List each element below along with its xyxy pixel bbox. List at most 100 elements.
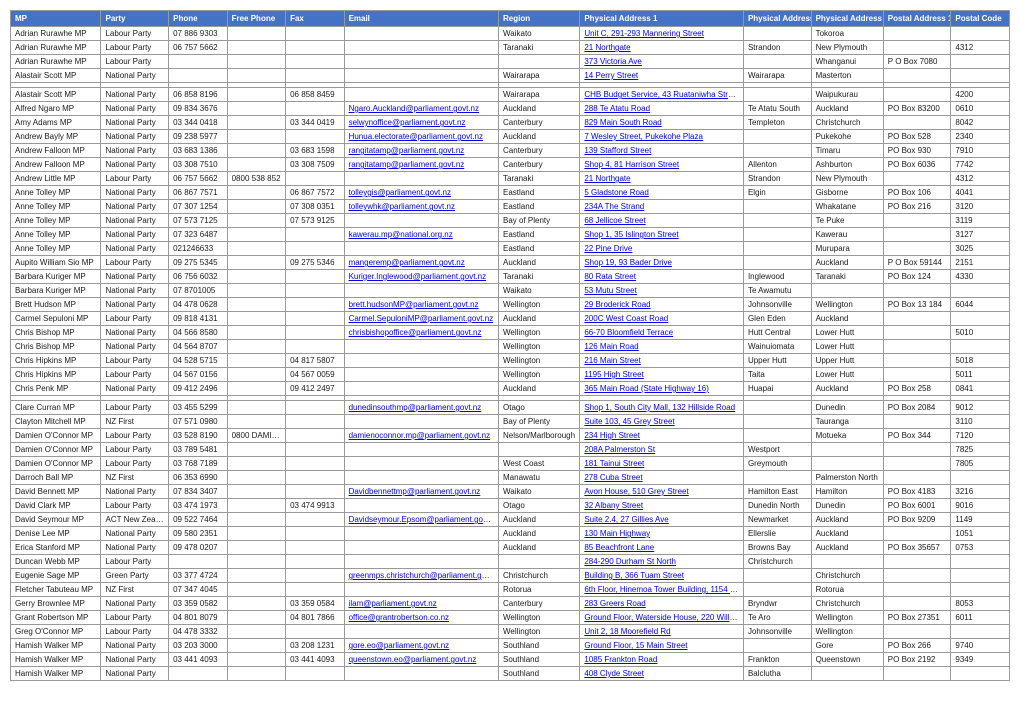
cell: Eastland [499,186,580,200]
address-link[interactable]: Ground Floor, Waterside House, 220 Willi… [584,613,743,622]
address-link[interactable]: Building B, 366 Tuam Street [584,571,684,580]
cell [344,527,498,541]
email-link[interactable]: kawerau.mp@national.org.nz [349,230,453,239]
email-link[interactable]: damienoconnor.mp@parliament.govt.nz [349,431,491,440]
cell [227,625,285,639]
address-link[interactable]: Unit C, 291-293 Mannering Street [584,29,704,38]
address-link[interactable]: 21 Northgate [584,174,630,183]
email-link[interactable]: rangitatamp@parliament.govt.nz [349,160,465,169]
address-link[interactable]: 21 Northgate [584,43,630,52]
cell [811,457,883,471]
address-link[interactable]: 22 Pine Drive [584,244,632,253]
address-link[interactable]: 130 Main Highway [584,529,650,538]
cell: 0610 [951,102,1010,116]
cell: Motueka [811,429,883,443]
cell [883,172,951,186]
cell: Christchurch [811,569,883,583]
address-link[interactable]: 80 Rata Street [584,272,636,281]
address-link[interactable]: 68 Jellicoe Street [584,216,645,225]
address-link[interactable]: 85 Beachfront Lane [584,543,654,552]
address-link[interactable]: 32 Albany Street [584,501,643,510]
cell: National Party [101,340,169,354]
cell: 0841 [951,382,1010,396]
email-link[interactable]: selwynoffice@parliament.govt.nz [349,118,466,127]
address-link[interactable]: 1195 High Street [584,370,643,379]
cell: Strandon [743,172,811,186]
email-link[interactable]: gore.eo@parliament.govt.nz [349,641,450,650]
address-link[interactable]: 1085 Frankton Road [584,655,657,664]
cell: Green Party [101,569,169,583]
address-link[interactable]: 373 Victoria Ave [584,57,642,66]
email-link[interactable]: tolleywhk@parliament.govt.nz [349,202,455,211]
address-link[interactable]: Suite 103, 45 Grey Street [584,417,674,426]
address-link[interactable]: 200C West Coast Road [584,314,668,323]
email-link[interactable]: office@grantrobertson.co.nz [349,613,449,622]
email-link[interactable]: Carmel.SepuloniMP@parliament.govt.nz [349,314,494,323]
address-link[interactable]: Shop 19, 93 Bader Drive [584,258,672,267]
cell [951,340,1010,354]
address-link[interactable]: 6th Floor, Hinemoa Tower Building, 1154 … [584,585,743,594]
address-link[interactable]: 284-290 Durham St North [584,557,676,566]
address-link[interactable]: 365 Main Road (State Highway 16) [584,384,709,393]
email-link[interactable]: Davidseymour.Epsom@parliament.govt.nz [349,515,499,524]
address-link[interactable]: 66-70 Bloomfield Terrace [584,328,673,337]
address-link[interactable]: 5 Gladstone Road [584,188,649,197]
table-row: Chris Bishop MPNational Party04 564 8707… [11,340,1010,354]
address-link[interactable]: 234 High Street [584,431,640,440]
cell [227,326,285,340]
address-link[interactable]: 126 Main Road [584,342,638,351]
email-link[interactable]: chrisbishopoffice@parliament.govt.nz [349,328,482,337]
cell [227,116,285,130]
cell [286,228,344,242]
address-link[interactable]: 139 Stafford Street [584,146,651,155]
cell: 09 412 2496 [169,382,227,396]
address-link[interactable]: 829 Main South Road [584,118,661,127]
address-link[interactable]: 278 Cuba Street [584,473,642,482]
cell [286,172,344,186]
cell: Labour Party [101,41,169,55]
email-link[interactable]: greenmps.christchurch@parliament.govt.nz [349,571,499,580]
email-link[interactable]: mangeremp@parliament.govt.nz [349,258,465,267]
address-link[interactable]: Shop 1, South City Mall, 132 Hillside Ro… [584,403,735,412]
cell [811,284,883,298]
address-link[interactable]: Unit 2, 18 Moorefield Rd [584,627,670,636]
cell: Labour Party [101,457,169,471]
address-link[interactable]: 29 Broderick Road [584,300,650,309]
email-link[interactable]: tolleygis@parliament.govt.nz [349,188,451,197]
cell [811,667,883,681]
cell: Avon House, 510 Grey Street [580,485,744,499]
cell: NZ First [101,415,169,429]
table-row: Chris Penk MPNational Party09 412 249609… [11,382,1010,396]
email-link[interactable]: dunedinsouthmp@parliament.govt.nz [349,403,482,412]
address-link[interactable]: 288 Te Atatu Road [584,104,650,113]
email-link[interactable]: Davidbennettmp@parliament.govt.nz [349,487,481,496]
email-link[interactable]: brett.hudsonMP@parliament.govt.nz [349,300,479,309]
address-link[interactable]: 7 Wesley Street, Pukekohe Plaza [584,132,703,141]
address-link[interactable]: Suite 2.4, 27 Gillies Ave [584,515,668,524]
address-link[interactable]: 234A The Strand [584,202,644,211]
address-link[interactable]: Shop 4, 81 Harrison Street [584,160,679,169]
email-link[interactable]: rangitatamp@parliament.govt.nz [349,146,465,155]
address-link[interactable]: 408 Clyde Street [584,669,644,678]
cell: ACT New Zealand [101,513,169,527]
email-link[interactable]: Kuriger.Inglewood@parliament.govt.nz [349,272,487,281]
email-link[interactable]: queenstown.eo@parliament.govt.nz [349,655,477,664]
address-link[interactable]: 208A Palmerston St [584,445,655,454]
address-link[interactable]: 216 Main Street [584,356,640,365]
cell: 7825 [951,443,1010,457]
email-link[interactable]: Ngaro.Auckland@parliament.govt.nz [349,104,479,113]
email-link[interactable]: ilam@parliament.govt.nz [349,599,437,608]
cell [227,382,285,396]
email-link[interactable]: Hunua.electorate@parliament.govt.nz [349,132,483,141]
address-link[interactable]: CHB Budget Service, 43 Ruataniwha Street [584,90,739,99]
address-link[interactable]: 283 Greers Road [584,599,645,608]
address-link[interactable]: Shop 1, 35 Islington Street [584,230,678,239]
address-link[interactable]: 181 Tainui Street [584,459,644,468]
address-link[interactable]: Avon House, 510 Grey Street [584,487,688,496]
address-link[interactable]: Ground Floor, 15 Main Street [584,641,687,650]
address-link[interactable]: 14 Perry Street [584,71,638,80]
address-link[interactable]: 53 Mutu Street [584,286,636,295]
cell: Wellington [499,326,580,340]
cell: 373 Victoria Ave [580,55,744,69]
cell: Christchurch [499,569,580,583]
